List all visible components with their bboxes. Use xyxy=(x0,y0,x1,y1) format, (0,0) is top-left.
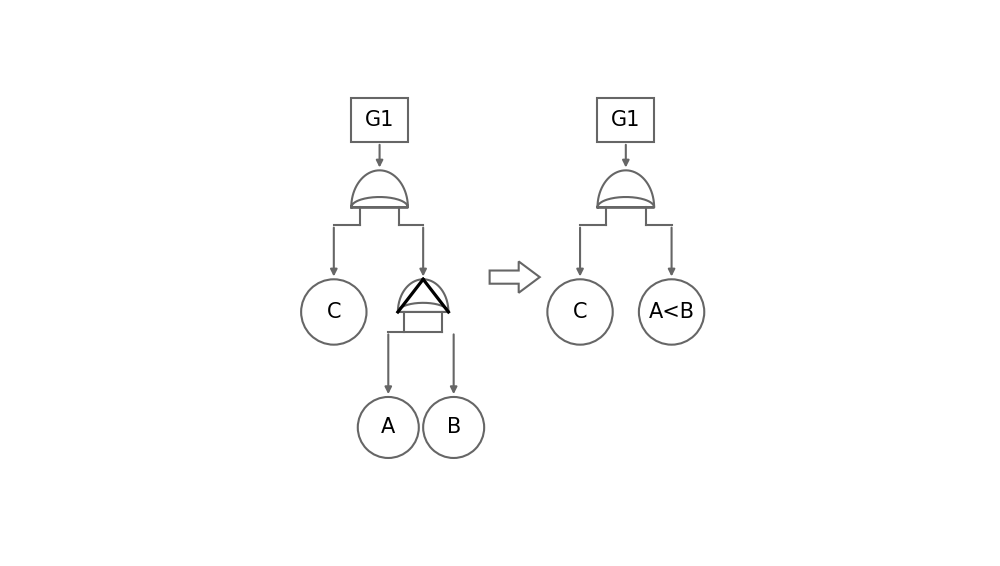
Polygon shape xyxy=(597,170,654,207)
Polygon shape xyxy=(398,279,448,312)
Text: G1: G1 xyxy=(365,110,394,130)
FancyBboxPatch shape xyxy=(351,98,408,142)
Circle shape xyxy=(423,397,484,458)
Text: G1: G1 xyxy=(611,110,641,130)
Circle shape xyxy=(547,279,613,345)
Text: C: C xyxy=(327,302,341,322)
Text: A<B: A<B xyxy=(649,302,695,322)
Circle shape xyxy=(358,397,419,458)
Text: C: C xyxy=(573,302,587,322)
Polygon shape xyxy=(351,170,408,207)
FancyBboxPatch shape xyxy=(597,98,654,142)
Text: A: A xyxy=(381,418,395,438)
Text: B: B xyxy=(447,418,461,438)
Polygon shape xyxy=(490,261,540,293)
Circle shape xyxy=(639,279,704,345)
Circle shape xyxy=(301,279,367,345)
